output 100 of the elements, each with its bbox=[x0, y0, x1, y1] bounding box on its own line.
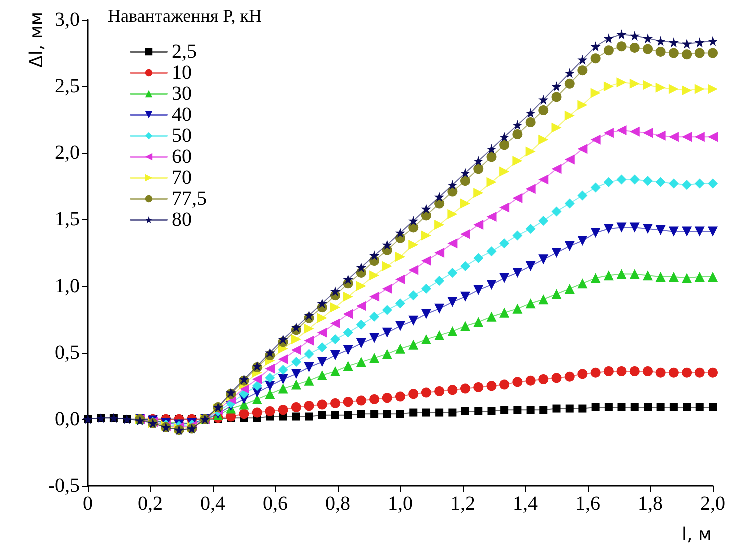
point bbox=[590, 88, 601, 98]
point bbox=[708, 178, 718, 189]
point bbox=[265, 381, 276, 392]
point bbox=[630, 78, 640, 89]
x-tick-label: 2,0 bbox=[700, 493, 726, 515]
point bbox=[434, 386, 445, 396]
point bbox=[265, 364, 276, 374]
point bbox=[460, 176, 470, 186]
point bbox=[590, 42, 601, 52]
point bbox=[317, 370, 328, 380]
point bbox=[278, 365, 288, 376]
point bbox=[630, 42, 640, 53]
point bbox=[421, 334, 432, 345]
point bbox=[616, 366, 627, 376]
point bbox=[682, 132, 692, 142]
legend-label: 40 bbox=[172, 104, 192, 126]
legend-label: 2,5 bbox=[172, 41, 197, 63]
point bbox=[552, 404, 561, 413]
point bbox=[448, 385, 458, 396]
point bbox=[538, 254, 549, 265]
y-axis-title: Δl, мм bbox=[26, 12, 48, 68]
point bbox=[578, 278, 588, 289]
point bbox=[421, 204, 432, 214]
point bbox=[708, 272, 718, 282]
point bbox=[356, 338, 366, 349]
x-tick-label: 1,8 bbox=[638, 493, 663, 515]
point bbox=[304, 401, 314, 412]
point bbox=[382, 284, 392, 294]
point bbox=[343, 345, 354, 356]
point bbox=[526, 406, 535, 414]
point bbox=[396, 344, 406, 354]
point bbox=[343, 274, 354, 285]
y-tick-label: 1,5 bbox=[55, 208, 80, 231]
point bbox=[578, 144, 588, 154]
legend-label: 50 bbox=[172, 125, 192, 147]
point bbox=[448, 297, 458, 308]
point bbox=[382, 328, 392, 338]
point bbox=[578, 236, 588, 246]
point bbox=[604, 82, 614, 92]
point bbox=[578, 66, 588, 76]
legend-label: 60 bbox=[172, 146, 192, 168]
point bbox=[512, 156, 523, 166]
point bbox=[434, 330, 445, 341]
point bbox=[643, 80, 653, 90]
point bbox=[330, 334, 340, 345]
point bbox=[656, 225, 666, 236]
point bbox=[552, 248, 562, 258]
y-tick-label: 0,0 bbox=[55, 408, 80, 430]
point bbox=[304, 310, 314, 321]
point bbox=[564, 110, 575, 121]
point bbox=[291, 380, 302, 390]
point bbox=[474, 407, 483, 416]
y-tick-label: 3,0 bbox=[55, 9, 80, 31]
point bbox=[656, 130, 666, 141]
point bbox=[526, 298, 536, 309]
point bbox=[396, 252, 406, 262]
point bbox=[436, 408, 444, 417]
point bbox=[343, 361, 354, 372]
point bbox=[486, 312, 497, 322]
point bbox=[526, 108, 536, 118]
point bbox=[694, 272, 705, 282]
point bbox=[486, 381, 497, 392]
point bbox=[630, 222, 640, 233]
point bbox=[643, 176, 653, 186]
point bbox=[304, 336, 314, 346]
point bbox=[448, 238, 458, 249]
point bbox=[590, 54, 601, 64]
point bbox=[526, 184, 536, 194]
point bbox=[356, 396, 366, 406]
point bbox=[670, 403, 678, 412]
x-tick-label: 0 bbox=[83, 493, 93, 515]
point bbox=[370, 250, 380, 261]
point bbox=[344, 411, 352, 420]
point bbox=[488, 407, 496, 416]
point bbox=[708, 368, 718, 378]
point bbox=[460, 168, 470, 178]
point bbox=[356, 301, 366, 312]
point bbox=[500, 238, 510, 249]
point bbox=[668, 226, 679, 237]
point bbox=[408, 316, 419, 326]
point bbox=[408, 216, 419, 226]
point bbox=[434, 248, 445, 258]
point bbox=[383, 410, 392, 418]
x-tick-label: 0,6 bbox=[263, 493, 288, 515]
point bbox=[552, 206, 562, 217]
point bbox=[317, 357, 328, 368]
point bbox=[604, 366, 614, 376]
point bbox=[265, 389, 276, 400]
point bbox=[460, 198, 470, 209]
point bbox=[317, 342, 328, 353]
point bbox=[590, 182, 601, 193]
point bbox=[291, 345, 302, 356]
point bbox=[590, 228, 601, 238]
point bbox=[616, 30, 627, 40]
point bbox=[462, 407, 470, 416]
point bbox=[656, 82, 666, 93]
point bbox=[370, 333, 380, 344]
point bbox=[604, 403, 613, 412]
point bbox=[474, 317, 484, 328]
point bbox=[514, 406, 522, 414]
